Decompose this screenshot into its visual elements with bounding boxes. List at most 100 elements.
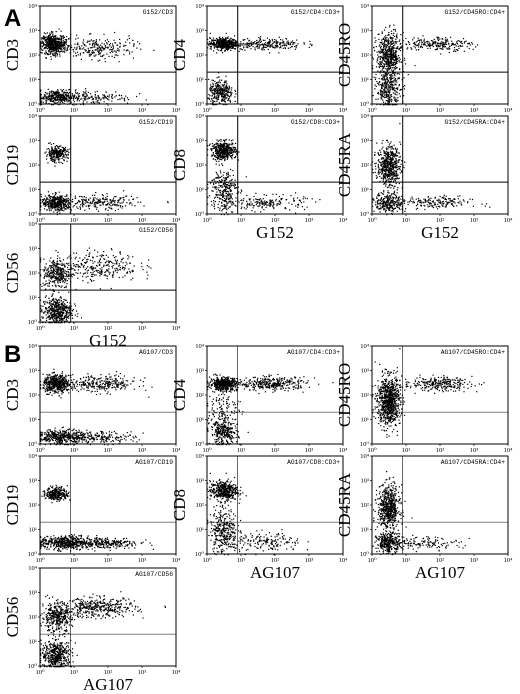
- data-point: [221, 96, 223, 98]
- data-point: [212, 40, 214, 42]
- data-point: [216, 95, 218, 97]
- data-point: [230, 190, 233, 192]
- data-point: [51, 149, 53, 151]
- data-point: [416, 44, 418, 47]
- data-point: [119, 202, 121, 204]
- y-tick-label: 10¹: [361, 77, 370, 84]
- data-point: [220, 87, 222, 89]
- data-point: [58, 155, 60, 157]
- data-point: [228, 188, 230, 190]
- data-point: [40, 209, 42, 211]
- y-tick-label: 10⁰: [28, 211, 38, 218]
- data-point: [67, 207, 69, 209]
- data-point: [386, 44, 389, 46]
- data-points: [372, 24, 479, 106]
- data-point: [465, 40, 467, 42]
- data-point: [228, 39, 230, 42]
- data-point: [130, 202, 132, 204]
- data-point: [280, 46, 282, 49]
- data-point: [136, 95, 138, 98]
- data-point: [59, 104, 61, 106]
- data-point: [83, 47, 85, 49]
- data-point: [227, 152, 229, 154]
- data-point: [229, 45, 231, 47]
- data-point: [387, 63, 390, 65]
- data-point: [234, 43, 236, 45]
- data-point: [288, 41, 290, 44]
- data-point: [456, 42, 458, 44]
- data-point: [56, 102, 58, 104]
- data-point: [378, 63, 380, 65]
- data-point: [223, 84, 225, 86]
- data-point: [451, 44, 453, 46]
- data-point: [76, 34, 78, 36]
- data-point: [84, 209, 86, 211]
- data-point: [53, 195, 55, 197]
- y-tick-label: 10²: [29, 52, 38, 59]
- data-point: [390, 79, 392, 81]
- data-point: [75, 89, 77, 91]
- data-point: [217, 144, 219, 146]
- data-point: [451, 43, 453, 45]
- data-point: [223, 208, 225, 210]
- data-point: [97, 95, 99, 97]
- data-point: [62, 205, 64, 207]
- data-point: [227, 91, 230, 93]
- data-point: [50, 37, 52, 40]
- data-point: [387, 101, 389, 103]
- data-point: [49, 47, 51, 49]
- data-point: [392, 104, 394, 106]
- data-point: [235, 148, 237, 151]
- data-point: [215, 90, 217, 92]
- data-point: [230, 49, 232, 51]
- data-point: [48, 149, 51, 151]
- data-point: [77, 43, 79, 45]
- data-point: [432, 43, 434, 46]
- data-point: [58, 48, 60, 50]
- data-point: [381, 84, 383, 86]
- data-point: [393, 97, 395, 99]
- data-point: [97, 201, 99, 203]
- data-point: [104, 46, 106, 48]
- data-point: [63, 99, 66, 101]
- data-point: [111, 55, 113, 57]
- data-point: [256, 43, 258, 45]
- data-point: [224, 99, 226, 101]
- data-point: [264, 46, 266, 48]
- data-point: [377, 92, 379, 94]
- data-point: [244, 38, 246, 41]
- data-point: [274, 41, 276, 43]
- data-point: [49, 37, 51, 39]
- data-point: [391, 49, 393, 51]
- data-point: [50, 202, 52, 204]
- data-point: [46, 148, 48, 150]
- data-point: [388, 91, 390, 93]
- data-point: [61, 195, 63, 197]
- data-point: [231, 149, 233, 151]
- data-point: [40, 46, 42, 48]
- data-point: [60, 48, 62, 50]
- data-point: [69, 203, 71, 205]
- data-point: [223, 47, 225, 49]
- data-point: [248, 39, 251, 41]
- data-point: [394, 54, 396, 56]
- data-point: [217, 46, 219, 48]
- data-point: [384, 87, 386, 89]
- data-point: [228, 153, 230, 155]
- data-point: [223, 81, 225, 83]
- data-point: [439, 38, 441, 40]
- data-point: [40, 51, 42, 53]
- data-point: [122, 197, 124, 199]
- data-point: [229, 101, 231, 103]
- data-point: [58, 99, 60, 101]
- data-point: [438, 39, 440, 42]
- data-point: [214, 186, 216, 188]
- data-point: [437, 43, 439, 45]
- data-point: [216, 90, 218, 92]
- data-point: [81, 98, 83, 100]
- data-point: [228, 152, 230, 154]
- data-point: [126, 195, 128, 197]
- data-point: [235, 151, 237, 153]
- data-point: [387, 53, 389, 55]
- data-point: [228, 195, 230, 197]
